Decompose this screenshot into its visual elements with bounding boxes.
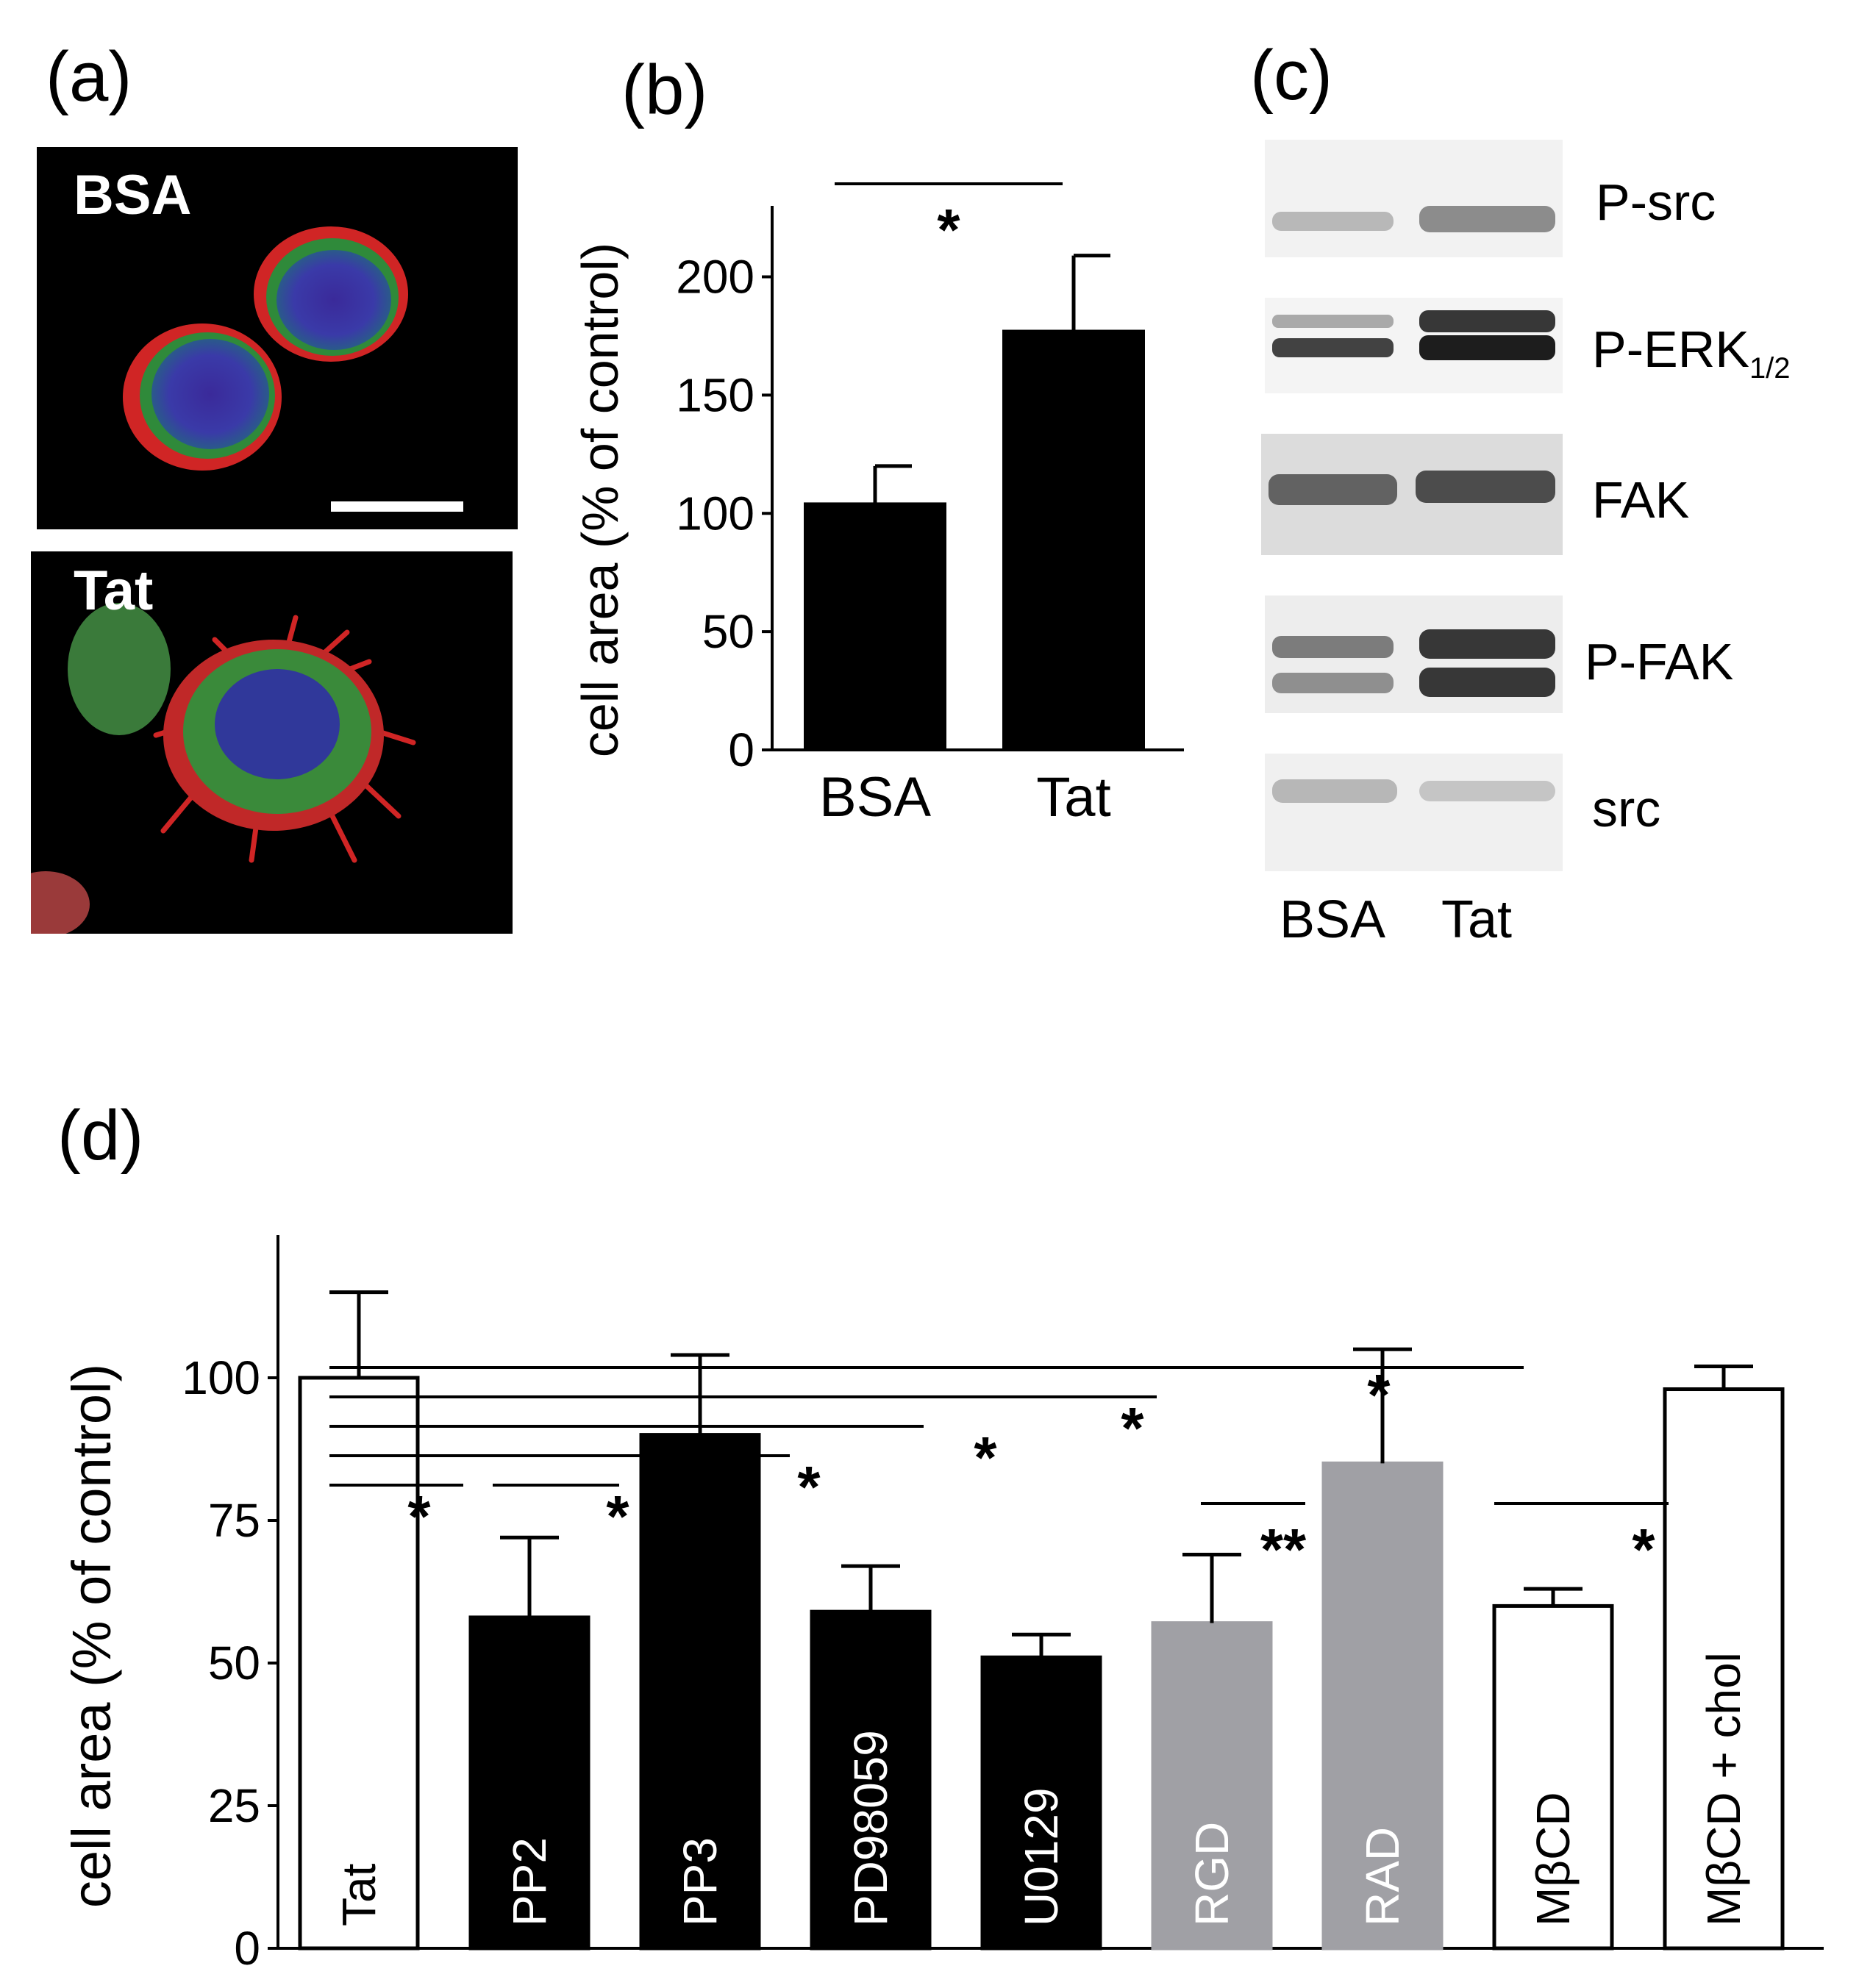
bar (804, 502, 946, 751)
bar-label: PD98059 (844, 1730, 897, 1926)
significance-star: * (797, 1454, 821, 1520)
bar-label: Tat (332, 1863, 385, 1926)
micrograph-bsa-label: BSA (74, 164, 192, 226)
y-tick-label: 0 (234, 1922, 260, 1970)
bar (468, 1615, 590, 1951)
bar-label: MβCD + chol (1697, 1652, 1750, 1926)
micrograph-tat-image (31, 603, 416, 934)
bar (810, 1609, 932, 1951)
blot-label-fak: FAK (1592, 471, 1690, 529)
bar-label: U0129 (1015, 1787, 1068, 1926)
blot-lane-bsa: BSA (1280, 890, 1386, 949)
blot-label-src: src (1592, 780, 1661, 837)
significance-star: ** (1260, 1517, 1307, 1582)
blot-label-psrc: P-src (1596, 174, 1716, 231)
bar (1151, 1621, 1273, 1951)
y-tick-label: 25 (208, 1779, 260, 1832)
bar (639, 1433, 761, 1951)
blot-lane-tat: Tat (1441, 890, 1513, 949)
bar (298, 1376, 420, 1951)
y-axis-label: cell area (% of control) (571, 243, 629, 757)
blot-label-perk: P-ERK1/2 (1592, 320, 1791, 385)
chart-b: 0 50 100 150 200 BSA Tat * cell area (% of contr… (571, 182, 1184, 829)
micrograph-tat-label: Tat (74, 559, 154, 622)
significance-star: * (606, 1484, 629, 1549)
y-tick-label: 100 (182, 1351, 260, 1404)
blot-bands (1261, 140, 1563, 871)
panel-label-d: (d) (57, 1096, 144, 1175)
significance-star: * (407, 1484, 431, 1549)
bar-label: RAD (1356, 1827, 1409, 1926)
panel-label-c: (c) (1250, 36, 1332, 115)
significance-star: * (937, 197, 960, 262)
bar-label: MβCD (1527, 1792, 1580, 1926)
bar-label: PP3 (674, 1837, 727, 1926)
micrograph-bsa-image (123, 226, 463, 512)
bar (1663, 1387, 1785, 1951)
significance-star: * (974, 1425, 997, 1490)
y-tick-label: 150 (676, 368, 754, 421)
bar-label: PP2 (503, 1837, 556, 1926)
bar (1002, 329, 1145, 751)
significance-star: * (1121, 1395, 1144, 1461)
y-tick-label: 75 (208, 1494, 260, 1547)
chart-d: 0 25 50 75 100 Tat PP2 PP3 PD98059 U0129 RGD RAD MβC… (61, 1235, 1824, 1970)
western-blot: P-src P-ERK1/2 FAK P-FAK src BSA Tat (1250, 132, 1838, 963)
significance-star: * (1632, 1517, 1655, 1582)
blot-label-perk-subscript: 1/2 (1749, 352, 1791, 385)
y-tick-label: 50 (702, 605, 754, 658)
y-tick-label: 0 (728, 723, 754, 776)
micrograph-tat (31, 551, 513, 934)
micrograph-bsa (37, 147, 518, 529)
blot-label-pfak: P-FAK (1585, 633, 1734, 690)
bar (1492, 1603, 1614, 1951)
bar (1321, 1461, 1444, 1951)
y-tick-label: 200 (676, 251, 754, 304)
panel-label-b: (b) (621, 51, 708, 129)
y-axis-label: cell area (% of control) (61, 1364, 122, 1908)
significance-star: * (1367, 1362, 1391, 1428)
bar-label: RGD (1185, 1822, 1238, 1926)
panel-label-a: (a) (46, 37, 132, 116)
x-tick-label: BSA (819, 766, 931, 829)
y-tick-label: 100 (676, 487, 754, 540)
blot-label-perk-text: P-ERK (1592, 321, 1749, 378)
y-tick-label: 50 (208, 1637, 260, 1690)
x-tick-label: Tat (1036, 766, 1110, 829)
